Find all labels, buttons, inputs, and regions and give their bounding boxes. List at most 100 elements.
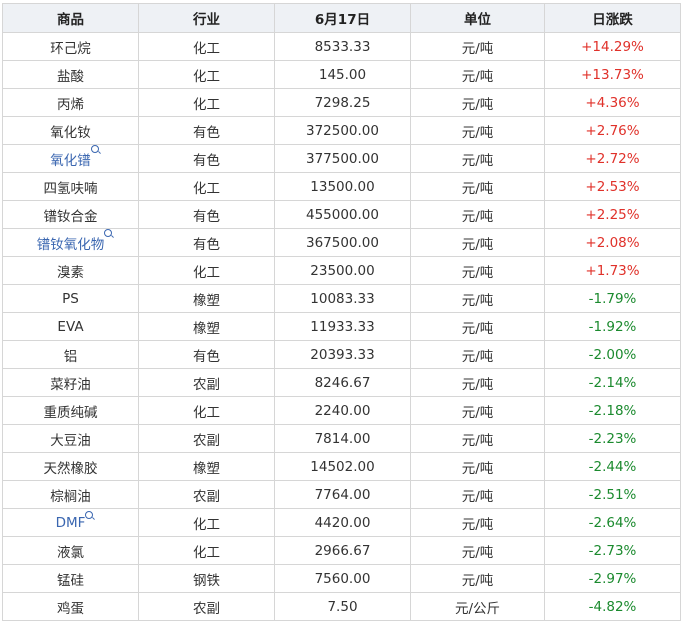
industry-cell: 农副 bbox=[138, 424, 275, 453]
commodity-name-cell: 丙烯 bbox=[2, 88, 139, 117]
table-row: DMF 化工 4420.00 元/吨 -2.64% bbox=[2, 508, 681, 537]
search-icon[interactable] bbox=[104, 229, 113, 237]
unit-cell: 元/吨 bbox=[410, 452, 545, 481]
table-row: 环己烷 化工 8533.33 元/吨 +14.29% bbox=[2, 32, 681, 61]
unit-cell: 元/吨 bbox=[410, 536, 545, 565]
table-row: PS 橡塑 10083.33 元/吨 -1.79% bbox=[2, 284, 681, 313]
unit-cell: 元/吨 bbox=[410, 144, 545, 173]
price-cell: 7814.00 bbox=[274, 424, 411, 453]
commodity-name-cell: 大豆油 bbox=[2, 424, 139, 453]
table-row: 大豆油 农副 7814.00 元/吨 -2.23% bbox=[2, 424, 681, 453]
unit-cell: 元/吨 bbox=[410, 60, 545, 89]
daily-change-cell: -1.92% bbox=[544, 312, 681, 341]
price-cell: 4420.00 bbox=[274, 508, 411, 537]
industry-cell: 有色 bbox=[138, 144, 275, 173]
industry-cell: 化工 bbox=[138, 172, 275, 201]
daily-change-cell: -2.73% bbox=[544, 536, 681, 565]
industry-cell: 化工 bbox=[138, 60, 275, 89]
industry-cell: 有色 bbox=[138, 116, 275, 145]
industry-cell: 有色 bbox=[138, 340, 275, 369]
industry-cell: 化工 bbox=[138, 508, 275, 537]
industry-cell: 农副 bbox=[138, 480, 275, 509]
commodity-link-label[interactable]: DMF bbox=[55, 514, 86, 531]
header-industry: 行业 bbox=[138, 3, 275, 33]
commodity-name-cell[interactable]: 镨钕氧化物 bbox=[2, 228, 139, 257]
daily-change-cell: +4.36% bbox=[544, 88, 681, 117]
table-row: 四氢呋喃 化工 13500.00 元/吨 +2.53% bbox=[2, 172, 681, 201]
price-cell: 7.50 bbox=[274, 592, 411, 621]
daily-change-cell: +2.72% bbox=[544, 144, 681, 173]
unit-cell: 元/吨 bbox=[410, 396, 545, 425]
unit-cell: 元/吨 bbox=[410, 32, 545, 61]
table-row: 镨钕氧化物 有色 367500.00 元/吨 +2.08% bbox=[2, 228, 681, 257]
industry-cell: 化工 bbox=[138, 88, 275, 117]
unit-cell: 元/公斤 bbox=[410, 592, 545, 621]
price-cell: 2240.00 bbox=[274, 396, 411, 425]
commodity-name-cell: 环己烷 bbox=[2, 32, 139, 61]
daily-change-cell: -2.51% bbox=[544, 480, 681, 509]
commodity-name-cell[interactable]: DMF bbox=[2, 508, 139, 537]
table-row: 溴素 化工 23500.00 元/吨 +1.73% bbox=[2, 256, 681, 285]
table-row: 菜籽油 农副 8246.67 元/吨 -2.14% bbox=[2, 368, 681, 397]
price-cell: 7298.25 bbox=[274, 88, 411, 117]
price-cell: 14502.00 bbox=[274, 452, 411, 481]
commodity-link[interactable]: 氧化镨 bbox=[50, 145, 99, 169]
price-cell: 377500.00 bbox=[274, 144, 411, 173]
commodity-name-cell: 天然橡胶 bbox=[2, 452, 139, 481]
industry-cell: 农副 bbox=[138, 592, 275, 621]
table-row: 鸡蛋 农副 7.50 元/公斤 -4.82% bbox=[2, 592, 681, 621]
price-cell: 145.00 bbox=[274, 60, 411, 89]
commodity-name-cell: 锰硅 bbox=[2, 564, 139, 593]
daily-change-cell: -4.82% bbox=[544, 592, 681, 621]
commodity-link-label[interactable]: 镨钕氧化物 bbox=[36, 236, 105, 253]
industry-cell: 化工 bbox=[138, 536, 275, 565]
table-row: 重质纯碱 化工 2240.00 元/吨 -2.18% bbox=[2, 396, 681, 425]
commodity-name-cell[interactable]: 氧化镨 bbox=[2, 144, 139, 173]
unit-cell: 元/吨 bbox=[410, 284, 545, 313]
industry-cell: 化工 bbox=[138, 256, 275, 285]
table-row: 铝有色 20393.33 元/吨 -2.00% bbox=[2, 340, 681, 369]
daily-change-cell: +2.76% bbox=[544, 116, 681, 145]
commodity-name-cell: 菜籽油 bbox=[2, 368, 139, 397]
commodity-link[interactable]: 镨钕氧化物 bbox=[36, 229, 113, 253]
header-date: 6月17日 bbox=[274, 3, 411, 33]
unit-cell: 元/吨 bbox=[410, 312, 545, 341]
table-row: 盐酸 化工 145.00 元/吨 +13.73% bbox=[2, 60, 681, 89]
commodity-price-table: 商品 行业 6月17日 单位 日涨跌 环己烷 化工 8533.33 元/吨 +14.29… bbox=[2, 3, 681, 621]
daily-change-cell: +1.73% bbox=[544, 256, 681, 285]
unit-cell: 元/吨 bbox=[410, 424, 545, 453]
unit-cell: 元/吨 bbox=[410, 508, 545, 537]
unit-cell: 元/吨 bbox=[410, 116, 545, 145]
commodity-name-cell: EVA bbox=[2, 312, 139, 341]
table-row: 天然橡胶 橡塑 14502.00 元/吨 -2.44% bbox=[2, 452, 681, 481]
table-row: 棕榈油 农副 7764.00 元/吨 -2.51% bbox=[2, 480, 681, 509]
search-icon[interactable] bbox=[90, 145, 99, 153]
commodity-link[interactable]: DMF bbox=[55, 510, 94, 531]
daily-change-cell: +13.73% bbox=[544, 60, 681, 89]
table-row: 氧化钕 有色 372500.00 元/吨 +2.76% bbox=[2, 116, 681, 145]
price-cell: 372500.00 bbox=[274, 116, 411, 145]
daily-change-cell: -2.97% bbox=[544, 564, 681, 593]
commodity-name-cell: 鸡蛋 bbox=[2, 592, 139, 621]
header-commodity: 商品 bbox=[2, 3, 139, 33]
industry-cell: 橡塑 bbox=[138, 452, 275, 481]
commodity-link-label[interactable]: 氧化镨 bbox=[50, 152, 91, 169]
header-unit: 单位 bbox=[410, 3, 545, 33]
industry-cell: 有色 bbox=[138, 200, 275, 229]
unit-cell: 元/吨 bbox=[410, 564, 545, 593]
table-row: 镨钕合金 有色 455000.00 元/吨 +2.25% bbox=[2, 200, 681, 229]
industry-cell: 农副 bbox=[138, 368, 275, 397]
daily-change-cell: +14.29% bbox=[544, 32, 681, 61]
unit-cell: 元/吨 bbox=[410, 256, 545, 285]
commodity-name-cell: 重质纯碱 bbox=[2, 396, 139, 425]
price-cell: 8533.33 bbox=[274, 32, 411, 61]
search-icon[interactable] bbox=[85, 510, 94, 519]
commodity-name-cell: 溴素 bbox=[2, 256, 139, 285]
industry-cell: 化工 bbox=[138, 396, 275, 425]
daily-change-cell: +2.25% bbox=[544, 200, 681, 229]
commodity-name-cell: 液氯 bbox=[2, 536, 139, 565]
daily-change-cell: -2.00% bbox=[544, 340, 681, 369]
price-cell: 367500.00 bbox=[274, 228, 411, 257]
price-cell: 20393.33 bbox=[274, 340, 411, 369]
unit-cell: 元/吨 bbox=[410, 172, 545, 201]
